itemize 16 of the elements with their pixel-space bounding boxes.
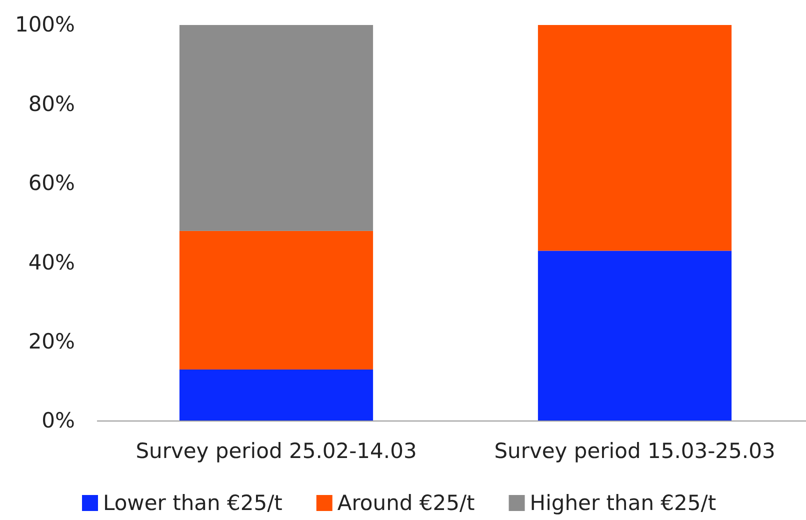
x-tick-label: Survey period 15.03-25.03	[494, 438, 776, 463]
bar	[538, 25, 732, 251]
y-tick-label: 40%	[28, 250, 75, 274]
bar	[179, 370, 374, 421]
bar	[179, 25, 374, 231]
legend-label: Higher than €25/t	[530, 491, 716, 515]
bar	[538, 250, 732, 421]
bar	[179, 230, 374, 370]
x-tick-label: Survey period 25.02-14.03	[136, 438, 417, 463]
y-tick-label: 60%	[28, 171, 75, 196]
y-tick-label: 20%	[28, 330, 75, 354]
y-tick-label: 0%	[42, 408, 75, 433]
y-tick-label: 80%	[28, 92, 75, 116]
legend-label: Lower than €25/t	[103, 491, 282, 515]
legend-label: Around €25/t	[337, 491, 475, 515]
y-tick-label: 100%	[14, 12, 75, 37]
